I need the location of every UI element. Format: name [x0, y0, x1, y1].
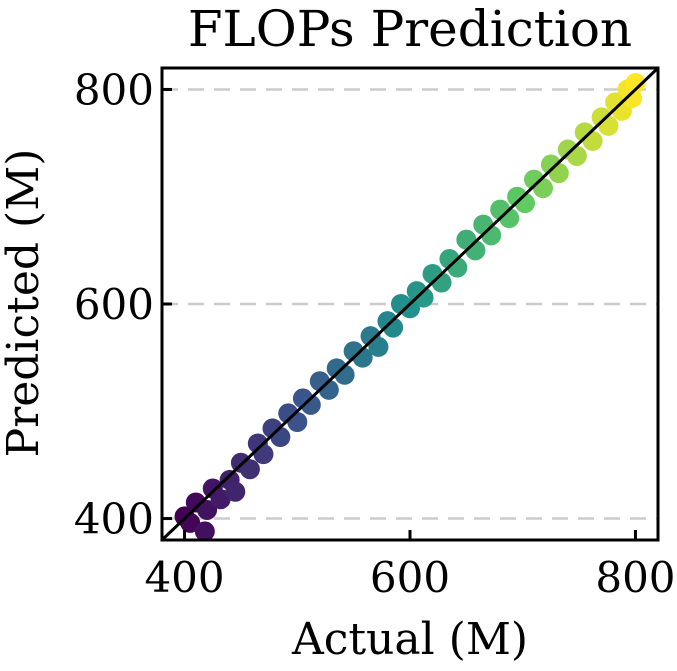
- data-point: [239, 459, 260, 480]
- data-point: [400, 298, 420, 319]
- y-tick-label: 800: [74, 65, 154, 114]
- y-axis-ticks: 400 600 800: [74, 65, 172, 544]
- data-point: [548, 163, 569, 184]
- y-axis-label: Predicted (M): [0, 149, 49, 458]
- data-point: [383, 317, 404, 338]
- y-tick-label: 600: [74, 280, 154, 329]
- y-tick-label: 400: [74, 495, 154, 544]
- data-point: [582, 130, 603, 151]
- data-point: [194, 521, 215, 542]
- x-tick-label: 600: [370, 553, 450, 602]
- x-tick-label: 400: [144, 553, 224, 602]
- data-point: [270, 427, 291, 448]
- x-tick-label: 800: [595, 553, 675, 602]
- data-point: [533, 178, 554, 199]
- data-point: [197, 499, 218, 520]
- data-point: [566, 145, 587, 166]
- data-point: [287, 412, 308, 432]
- data-points: [174, 73, 646, 542]
- data-point: [253, 444, 274, 465]
- chart-title: FLOPs Prediction: [188, 0, 632, 58]
- data-point: [625, 73, 646, 94]
- data-point: [368, 336, 389, 357]
- data-point: [225, 481, 246, 502]
- reference-line: [160, 66, 660, 542]
- x-axis-ticks: 400 600 800: [144, 530, 676, 602]
- data-point: [300, 394, 321, 415]
- data-point: [598, 115, 619, 136]
- data-point: [413, 287, 434, 308]
- x-axis-label: Actual (M): [291, 614, 528, 665]
- data-point: [622, 88, 643, 109]
